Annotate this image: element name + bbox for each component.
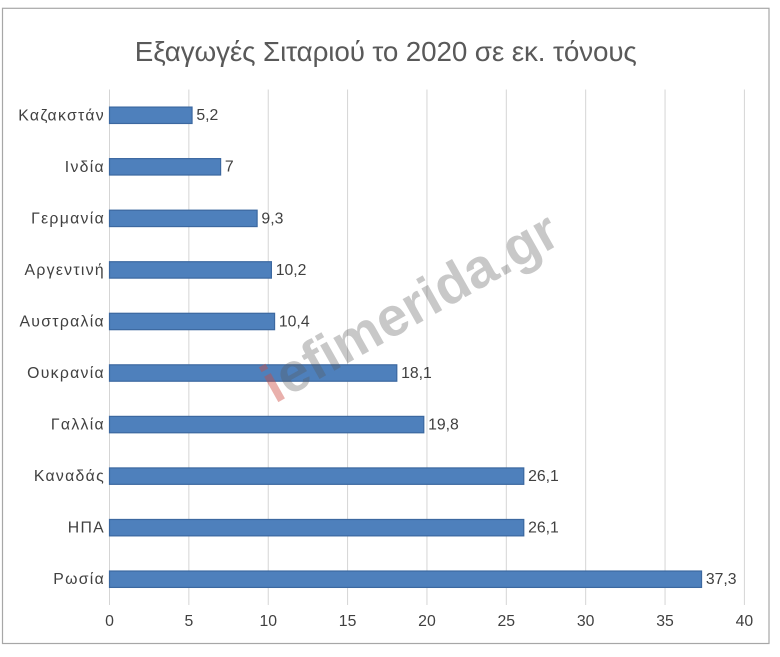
svg-text:26,1: 26,1 bbox=[528, 520, 559, 537]
svg-text:Ρωσία: Ρωσία bbox=[53, 571, 105, 588]
svg-text:0: 0 bbox=[105, 613, 114, 630]
svg-text:Καζακστάν: Καζακστάν bbox=[18, 107, 105, 124]
svg-text:15: 15 bbox=[339, 613, 357, 630]
svg-text:Γερμανία: Γερμανία bbox=[31, 210, 105, 227]
svg-text:ΗΠΑ: ΗΠΑ bbox=[68, 520, 105, 537]
svg-text:25: 25 bbox=[498, 613, 516, 630]
svg-text:Ινδία: Ινδία bbox=[65, 159, 105, 176]
svg-text:30: 30 bbox=[577, 613, 595, 630]
svg-text:37,3: 37,3 bbox=[706, 571, 737, 588]
svg-text:Αργεντινή: Αργεντινή bbox=[25, 262, 106, 279]
svg-text:18,1: 18,1 bbox=[401, 365, 432, 382]
svg-text:Γαλλία: Γαλλία bbox=[51, 417, 105, 434]
svg-text:10: 10 bbox=[259, 613, 277, 630]
svg-text:9,3: 9,3 bbox=[261, 210, 283, 227]
svg-text:Αυστραλία: Αυστραλία bbox=[19, 313, 105, 330]
svg-text:10,2: 10,2 bbox=[276, 262, 307, 279]
svg-text:20: 20 bbox=[418, 613, 436, 630]
svg-text:Εξαγωγές Σιταριού το 2020 σε ε: Εξαγωγές Σιταριού το 2020 σε εκ. τόνους bbox=[135, 36, 637, 67]
svg-text:10,4: 10,4 bbox=[279, 313, 310, 330]
svg-text:Καναδάς: Καναδάς bbox=[34, 468, 105, 485]
svg-text:5,2: 5,2 bbox=[196, 107, 218, 124]
svg-text:19,8: 19,8 bbox=[428, 416, 459, 433]
svg-text:5: 5 bbox=[184, 613, 193, 630]
svg-text:35: 35 bbox=[656, 613, 674, 630]
svg-text:Ουκρανία: Ουκρανία bbox=[27, 365, 105, 382]
svg-text:40: 40 bbox=[736, 613, 754, 630]
svg-text:7: 7 bbox=[225, 159, 234, 176]
svg-text:26,1: 26,1 bbox=[528, 468, 559, 485]
